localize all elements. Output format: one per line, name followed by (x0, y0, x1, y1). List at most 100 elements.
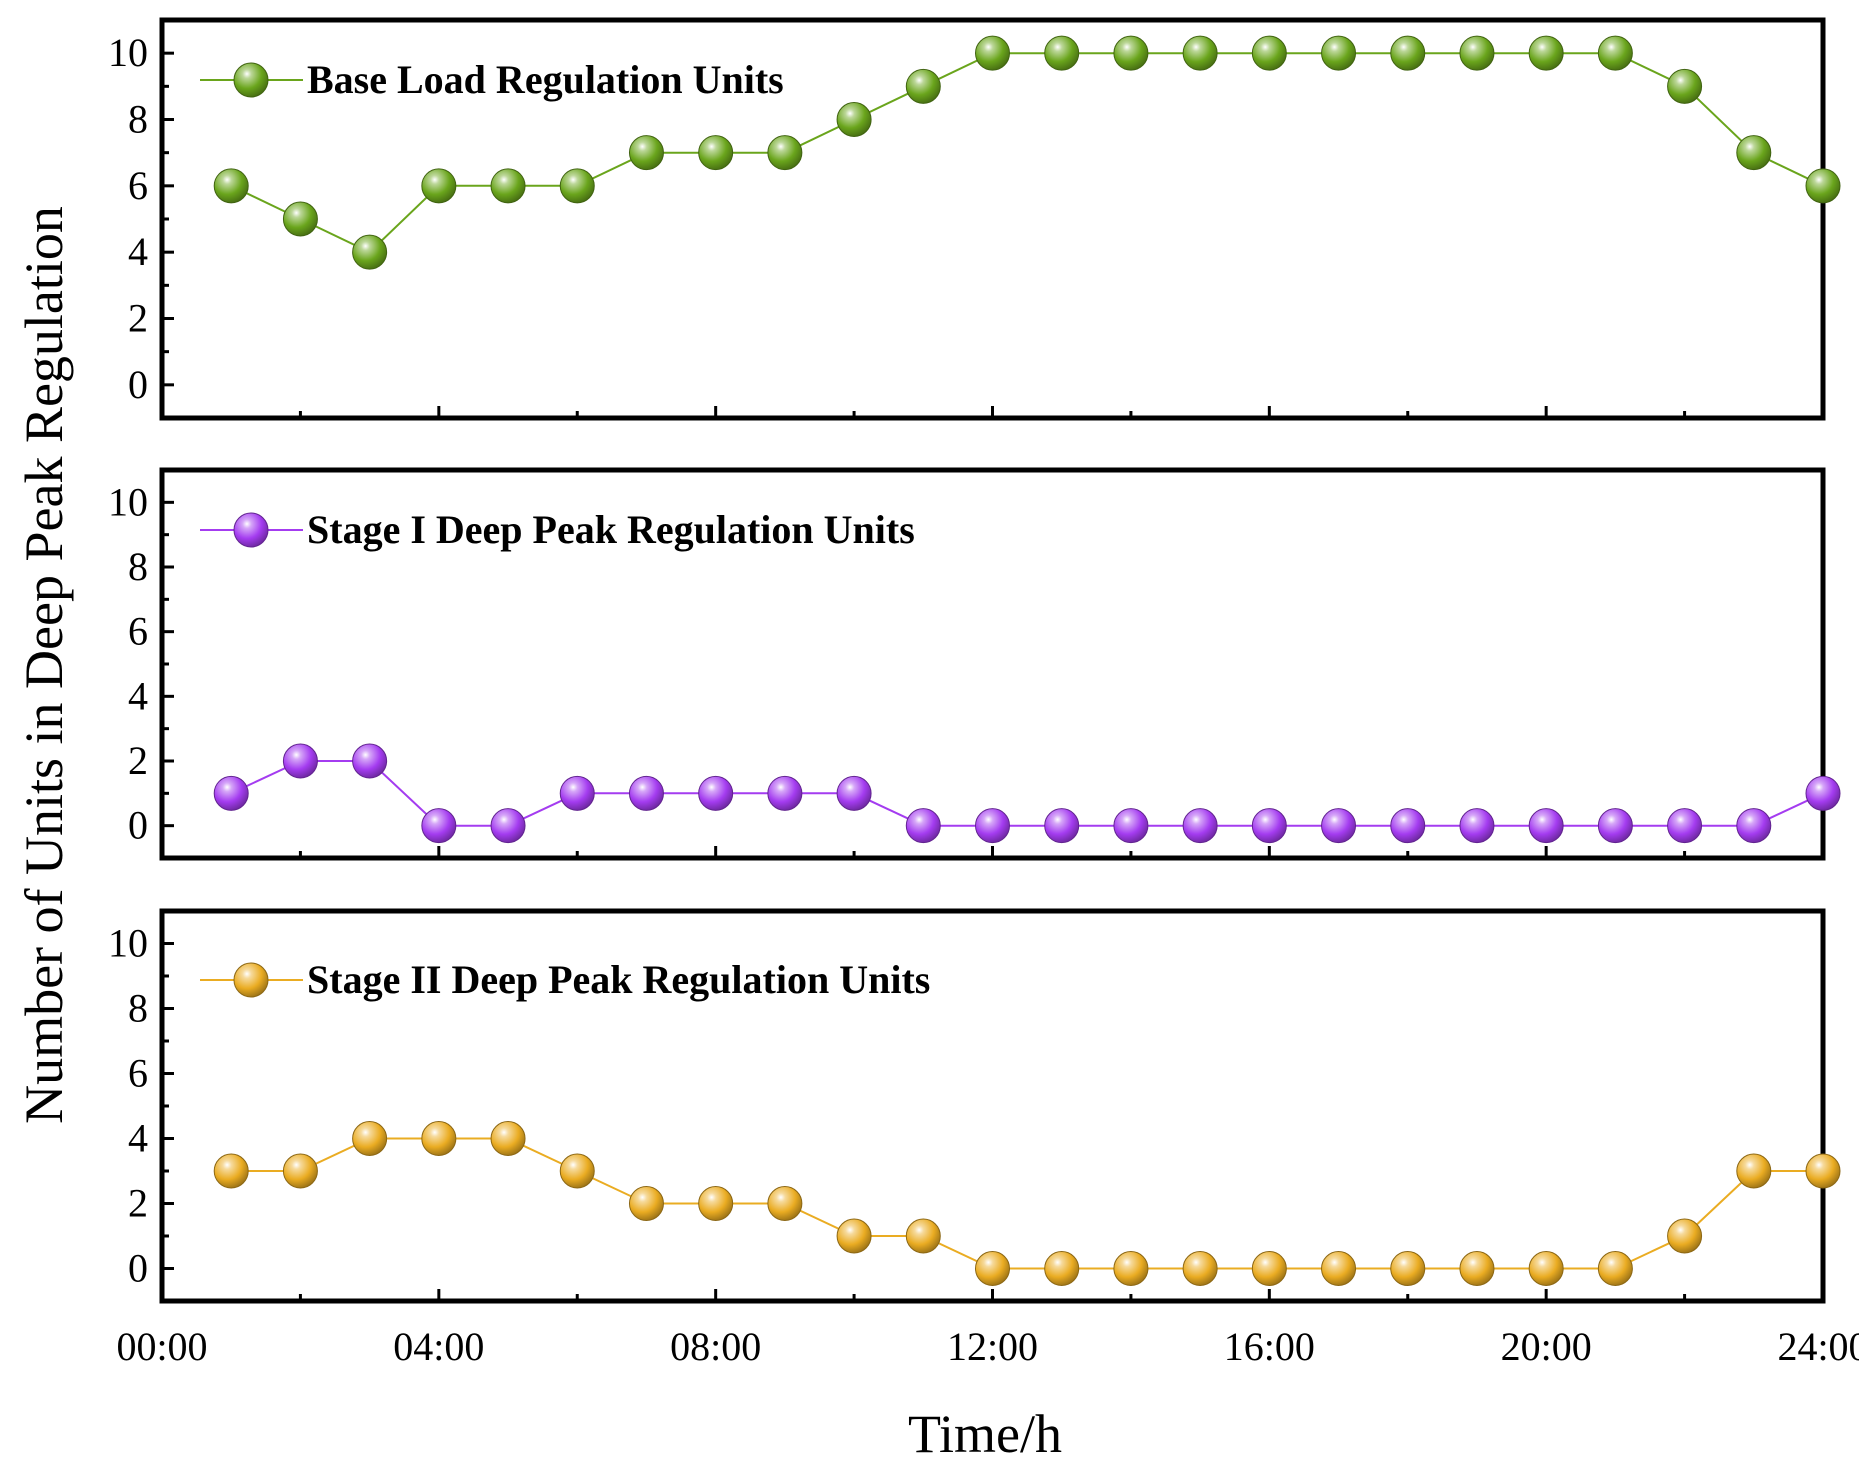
data-point (213, 168, 249, 204)
chart-panel-2: 0 2 4 6 8 10 Stage I Deep Peak Regulation Unit… (108, 467, 1841, 861)
data-point (628, 1186, 664, 1221)
legend-label: Stage II Deep Peak Regulation Units (307, 957, 930, 1002)
data-point (352, 1121, 388, 1156)
data-point (1805, 168, 1841, 204)
data-point (1113, 808, 1149, 844)
legend-label: Base Load Regulation Units (307, 57, 784, 102)
y-tick-label: 8 (128, 544, 148, 589)
data-point (1459, 1251, 1495, 1286)
data-point (490, 1121, 526, 1156)
y-tick-label: 0 (128, 803, 148, 848)
y-tick-label: 10 (108, 921, 148, 966)
data-point (1667, 68, 1703, 104)
legend-marker (233, 962, 269, 998)
series-line (230, 760, 1824, 827)
data-point (1667, 1218, 1703, 1254)
data-point (352, 743, 388, 779)
data-point (975, 1251, 1010, 1286)
legend: Base Load Regulation Units (200, 57, 784, 102)
data-point (1805, 775, 1841, 811)
data-point (213, 1153, 249, 1189)
data-point (628, 775, 664, 811)
data-point (213, 775, 249, 811)
data-point (421, 1121, 457, 1156)
data-point (421, 168, 457, 204)
data-point (1667, 808, 1703, 844)
data-point (1736, 1153, 1772, 1189)
data-point (1528, 35, 1564, 71)
legend-marker (233, 62, 269, 98)
chart-panel-3: 0 2 4 6 8 10 Stage II Deep Peak Regulation Uni… (108, 908, 1841, 1304)
data-point (1736, 135, 1772, 171)
y-tick-label: 2 (128, 296, 148, 341)
data-point (905, 808, 941, 844)
data-point (1251, 35, 1287, 71)
data-point (836, 1218, 872, 1254)
data-point (1459, 35, 1495, 71)
data-point (698, 775, 734, 811)
x-axis-tick-labels: 00:00 04:00 08:00 12:00 16:00 20:00 24:00 (116, 1324, 1859, 1369)
data-point (767, 775, 803, 811)
data-point (559, 775, 595, 811)
data-point (1597, 35, 1633, 71)
data-point (1113, 35, 1149, 71)
y-tick-label: 4 (128, 229, 148, 274)
x-tick-label: 16:00 (1224, 1324, 1315, 1369)
data-point (1044, 1251, 1080, 1286)
data-point (1390, 808, 1426, 844)
data-point (1321, 808, 1357, 844)
x-tick-label: 00:00 (116, 1324, 207, 1369)
data-point (1113, 1251, 1149, 1286)
data-point (1044, 808, 1080, 844)
y-tick-label: 0 (128, 362, 148, 407)
x-tick-label: 12:00 (947, 1324, 1038, 1369)
data-point (1390, 1251, 1426, 1286)
data-point (1321, 35, 1357, 71)
y-tick-label: 8 (128, 97, 148, 142)
data-point (836, 775, 872, 811)
y-tick-label: 2 (128, 1181, 148, 1226)
x-axis-title: Time/h (908, 1404, 1062, 1464)
data-point (1459, 808, 1495, 844)
chart-panel-1: 0 2 4 6 8 10 Base Load Regulation Units (108, 17, 1841, 421)
y-tick-label: 8 (128, 986, 148, 1031)
data-point (767, 1186, 803, 1221)
data-point (1597, 808, 1633, 844)
data-point (282, 1153, 318, 1189)
data-point (628, 135, 664, 171)
legend-marker (233, 512, 269, 548)
data-point (1251, 808, 1287, 844)
data-point (1736, 808, 1772, 844)
legend-label: Stage I Deep Peak Regulation Units (307, 507, 915, 552)
data-point (836, 102, 872, 137)
data-point (1528, 1251, 1564, 1286)
y-tick-label: 4 (128, 673, 148, 718)
data-point (905, 1218, 941, 1254)
data-point (1805, 1153, 1841, 1189)
data-point (1044, 35, 1080, 71)
y-tick-label: 6 (128, 163, 148, 208)
data-point (767, 135, 803, 171)
y-tick-label: 10 (108, 30, 148, 75)
data-point (1182, 35, 1218, 71)
data-point (975, 35, 1010, 71)
x-tick-label: 24:00 (1777, 1324, 1859, 1369)
data-point (282, 201, 318, 237)
series-line (231, 1137, 1823, 1270)
data-point (282, 743, 318, 779)
data-point (698, 1186, 734, 1221)
data-point (490, 808, 526, 844)
y-tick-label: 10 (108, 479, 148, 524)
data-point (352, 234, 388, 270)
data-point (698, 135, 734, 171)
data-point (1251, 1251, 1287, 1286)
data-point (1321, 1251, 1357, 1286)
y-tick-label: 0 (128, 1246, 148, 1291)
y-tick-label: 6 (128, 1051, 148, 1096)
data-point (1528, 808, 1564, 844)
y-tick-label: 2 (128, 738, 148, 783)
legend: Stage I Deep Peak Regulation Units (200, 507, 915, 552)
data-point (1390, 35, 1426, 71)
data-point (975, 808, 1010, 844)
